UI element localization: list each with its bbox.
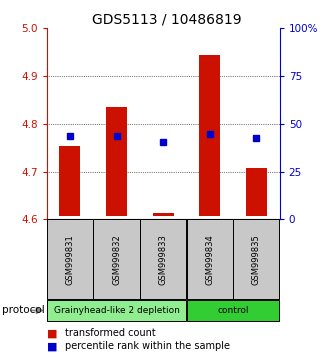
Bar xyxy=(60,146,81,216)
Text: GSM999832: GSM999832 xyxy=(112,234,121,285)
Bar xyxy=(47,300,186,321)
Text: Grainyhead-like 2 depletion: Grainyhead-like 2 depletion xyxy=(54,306,179,315)
Text: percentile rank within the sample: percentile rank within the sample xyxy=(65,341,230,351)
Bar xyxy=(47,219,93,299)
Text: protocol: protocol xyxy=(2,306,44,315)
Text: ■: ■ xyxy=(47,341,57,351)
Bar xyxy=(233,219,279,299)
Text: control: control xyxy=(217,306,249,315)
Bar xyxy=(199,55,220,216)
Text: GSM999835: GSM999835 xyxy=(252,234,261,285)
Bar xyxy=(106,107,127,216)
Text: GSM999834: GSM999834 xyxy=(205,234,214,285)
Bar xyxy=(140,219,186,299)
Bar xyxy=(246,169,267,216)
Text: transformed count: transformed count xyxy=(65,329,156,338)
Text: GSM999831: GSM999831 xyxy=(65,234,75,285)
Bar xyxy=(94,219,140,299)
Bar xyxy=(153,213,174,216)
Text: ■: ■ xyxy=(47,329,57,338)
Bar xyxy=(187,300,279,321)
Text: GSM999833: GSM999833 xyxy=(159,234,168,285)
Bar xyxy=(187,219,233,299)
Text: GDS5113 / 10486819: GDS5113 / 10486819 xyxy=(92,12,241,27)
